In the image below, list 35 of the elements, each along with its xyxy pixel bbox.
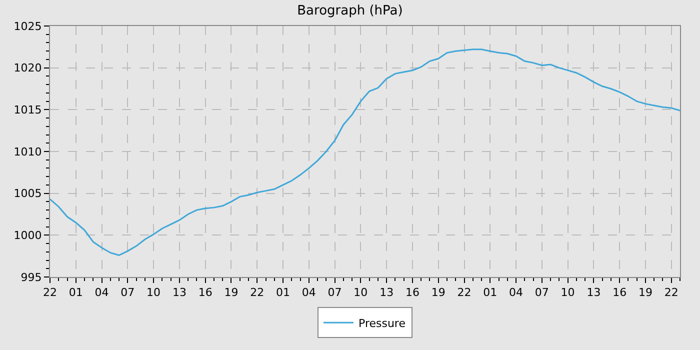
- x-tick-label: 19: [431, 286, 446, 300]
- x-tick-label: 13: [172, 286, 186, 300]
- x-tick-label: 01: [276, 286, 290, 300]
- x-tick-label: 13: [380, 286, 394, 300]
- x-tick-label: 07: [120, 286, 135, 300]
- x-tick-label: 10: [560, 286, 575, 300]
- y-tick-label: 995: [20, 270, 42, 284]
- y-tick-label: 1000: [14, 229, 42, 242]
- x-tick-label: 19: [638, 286, 652, 300]
- x-tick-label: 10: [354, 286, 368, 300]
- x-tick-label: 19: [224, 286, 238, 300]
- x-tick-label: 04: [302, 286, 316, 300]
- x-tick-label: 04: [509, 286, 524, 300]
- x-tick-label: 22: [43, 286, 57, 300]
- x-tick-label: 16: [612, 286, 627, 300]
- x-tick-label: 01: [68, 286, 83, 300]
- x-tick-label: 01: [483, 286, 498, 300]
- x-tick-label: 13: [586, 286, 601, 300]
- y-tick-label: 1025: [14, 20, 42, 33]
- x-tick-label: 07: [328, 286, 342, 300]
- x-tick-label: 22: [457, 286, 472, 300]
- y-tick-label: 1010: [14, 145, 42, 158]
- x-tick-label: 07: [534, 286, 549, 300]
- x-tick-label: 10: [146, 286, 161, 300]
- legend-label: Pressure: [358, 316, 406, 330]
- x-tick-label: 22: [664, 286, 678, 300]
- x-tick-label: 04: [94, 286, 109, 300]
- line-series: [50, 48, 680, 256]
- chart-title: Barograph (hPa): [297, 3, 403, 18]
- x-tick-label: 16: [198, 286, 212, 300]
- y-tick-label: 1015: [14, 104, 42, 117]
- y-tick-label: 1005: [14, 187, 42, 200]
- x-tick-label: 16: [405, 286, 420, 300]
- y-tick-label: 1020: [14, 62, 42, 75]
- x-tick-label: 22: [250, 286, 264, 300]
